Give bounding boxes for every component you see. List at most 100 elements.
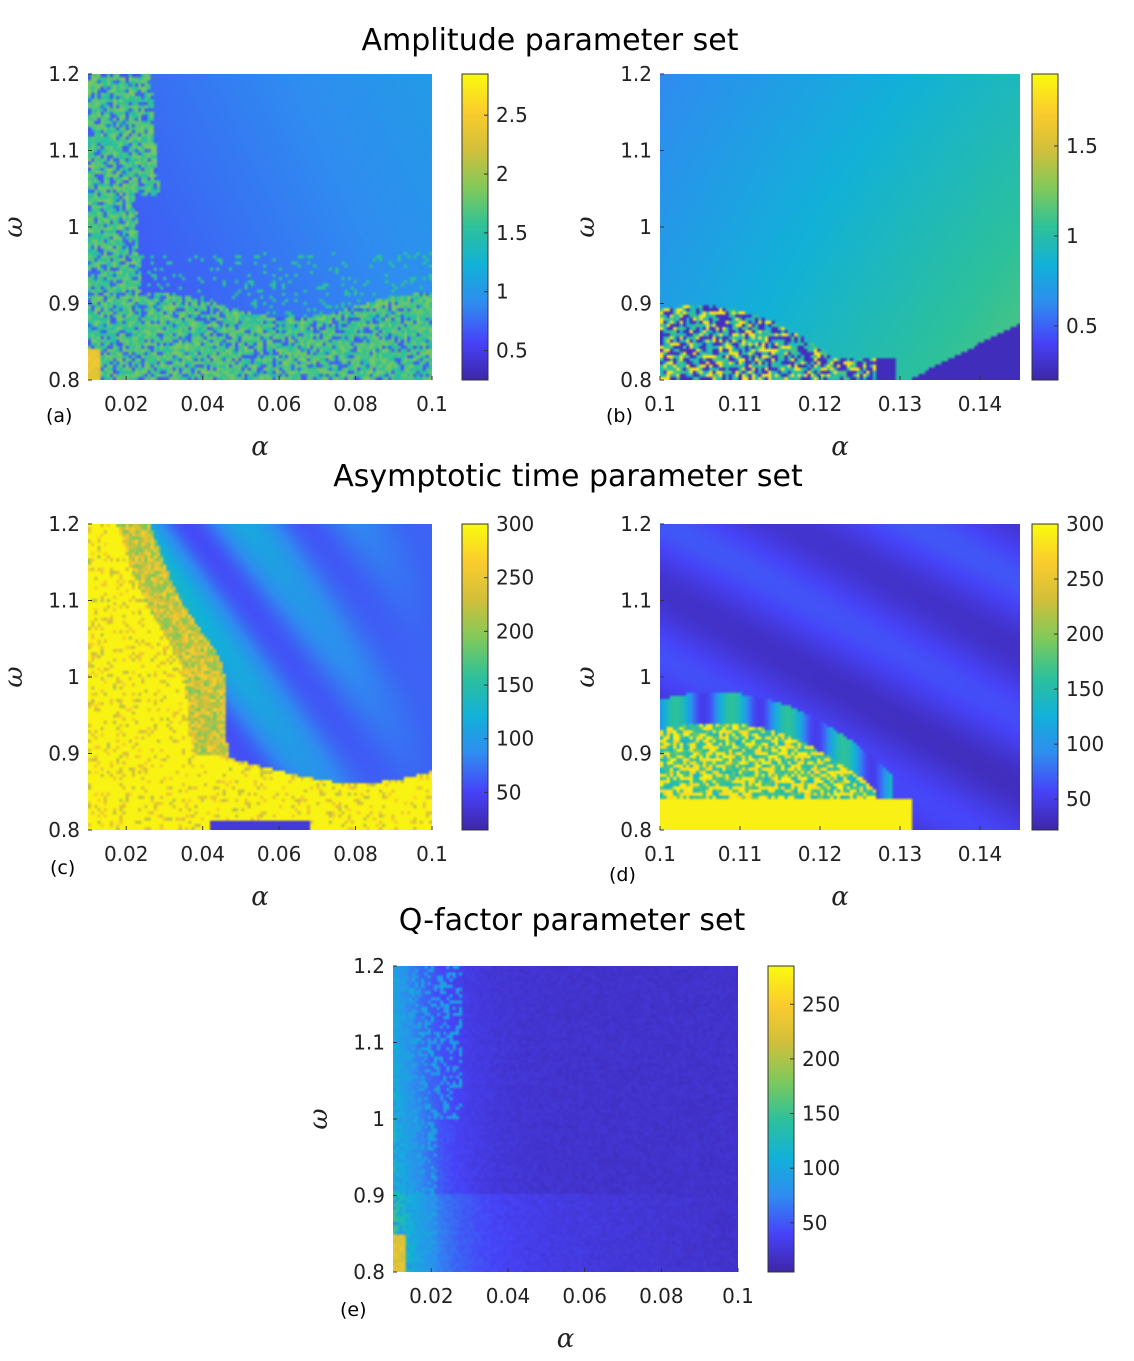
panel-b: 0.1 0.11 0.12 0.13 0.14 0.8 0.9 1 1.1 1.2 α ω (b) 0.5… bbox=[571, 62, 1098, 462]
x-tick-label: 0.1 bbox=[644, 842, 676, 866]
colorbar-tick-label: 50 bbox=[496, 780, 521, 804]
x-tick-label: 0.06 bbox=[257, 842, 302, 866]
x-tick-label: 0.08 bbox=[333, 392, 378, 416]
panel-tag: (c) bbox=[50, 857, 75, 879]
colorbar-tick-label: 50 bbox=[1066, 787, 1091, 811]
x-axis-label: α bbox=[251, 882, 269, 912]
y-tick-label: 1 bbox=[639, 215, 652, 239]
panel-a: 0.02 0.04 0.06 0.08 0.1 0.8 0.9 1 1.1 1.2 α ω (a) 0.5… bbox=[0, 62, 528, 462]
colorbar-tick-label: 250 bbox=[802, 992, 840, 1016]
x-tick-label: 0.14 bbox=[958, 392, 1003, 416]
y-tick-label: 0.8 bbox=[48, 818, 80, 842]
y-tick-label: 0.8 bbox=[620, 818, 652, 842]
colorbar-tick-label: 0.5 bbox=[1066, 314, 1098, 338]
panel-d: 0.1 0.11 0.12 0.13 0.14 0.8 0.9 1 1.1 1.2 α ω (d) 50 1… bbox=[571, 512, 1104, 912]
y-tick-label: 0.9 bbox=[48, 292, 80, 316]
x-tick-label: 0.1 bbox=[644, 392, 676, 416]
y-tick-label: 1.1 bbox=[620, 139, 652, 163]
y-tick-label: 1.2 bbox=[620, 512, 652, 536]
x-tick-label: 0.13 bbox=[878, 392, 923, 416]
y-tick-label: 1 bbox=[67, 665, 80, 689]
y-axis-label: ω bbox=[0, 666, 29, 687]
colorbar-tick-label: 100 bbox=[1066, 732, 1104, 756]
x-tick-label: 0.11 bbox=[718, 392, 763, 416]
colorbar-tick-label: 200 bbox=[496, 619, 534, 643]
y-tick-label: 1.1 bbox=[48, 139, 80, 163]
x-tick-label: 0.06 bbox=[257, 392, 302, 416]
x-tick-label: 0.02 bbox=[104, 842, 149, 866]
y-tick-label: 1.2 bbox=[48, 62, 80, 86]
y-tick-label: 1.1 bbox=[620, 589, 652, 613]
x-tick-label: 0.02 bbox=[104, 392, 149, 416]
colorbar-tick-label: 1 bbox=[1066, 224, 1079, 248]
y-axis-label: ω bbox=[571, 216, 601, 237]
y-axis-label: ω bbox=[0, 216, 29, 237]
y-tick-label: 1.2 bbox=[353, 954, 385, 978]
colorbar-tick-label: 50 bbox=[802, 1211, 827, 1235]
x-tick-label: 0.08 bbox=[639, 1284, 684, 1308]
colorbar-tick-label: 300 bbox=[1066, 512, 1104, 536]
colorbar-tick-label: 100 bbox=[802, 1156, 840, 1180]
colorbar bbox=[1031, 523, 1059, 831]
panel-tag: (e) bbox=[340, 1299, 367, 1321]
y-tick-label: 0.8 bbox=[48, 368, 80, 392]
panel-c: 0.02 0.04 0.06 0.08 0.1 0.8 0.9 1 1.1 1.2 α ω (c) 50 1… bbox=[0, 512, 534, 912]
colorbar-tick-label: 0.5 bbox=[496, 339, 528, 363]
x-tick-label: 0.11 bbox=[718, 842, 763, 866]
x-tick-label: 0.1 bbox=[722, 1284, 754, 1308]
colorbar-tick-label: 200 bbox=[1066, 622, 1104, 646]
y-tick-label: 1.2 bbox=[48, 512, 80, 536]
x-tick-label: 0.04 bbox=[180, 392, 225, 416]
colorbar-tick-label: 1.5 bbox=[1066, 134, 1098, 158]
y-tick-label: 0.8 bbox=[353, 1260, 385, 1284]
x-tick-label: 0.02 bbox=[409, 1284, 454, 1308]
y-tick-label: 0.9 bbox=[620, 292, 652, 316]
heatmap-image bbox=[88, 524, 432, 830]
x-tick-label: 0.04 bbox=[486, 1284, 531, 1308]
colorbar-tick-label: 300 bbox=[496, 512, 534, 536]
colorbar bbox=[461, 523, 489, 831]
y-tick-label: 0.8 bbox=[620, 368, 652, 392]
x-tick-label: 0.06 bbox=[562, 1284, 607, 1308]
colorbar-tick-label: 1.5 bbox=[496, 221, 528, 245]
x-tick-label: 0.1 bbox=[416, 842, 448, 866]
y-tick-label: 0.9 bbox=[48, 742, 80, 766]
x-tick-label: 0.04 bbox=[180, 842, 225, 866]
y-axis-label: ω bbox=[304, 1108, 334, 1129]
colorbar-tick-label: 150 bbox=[1066, 677, 1104, 701]
heatmap-image bbox=[393, 966, 738, 1272]
panels: 0.02 0.04 0.06 0.08 0.10.80.911.11.2αω(a)0.5… bbox=[0, 62, 1104, 1354]
colorbar-tick-label: 100 bbox=[496, 727, 534, 751]
x-tick-label: 0.1 bbox=[416, 392, 448, 416]
colorbar bbox=[1031, 73, 1059, 381]
y-tick-label: 0.9 bbox=[353, 1184, 385, 1208]
section-title-amplitude: Amplitude parameter set bbox=[361, 23, 738, 58]
colorbar-tick-label: 150 bbox=[496, 673, 534, 697]
colorbar-tick-label: 200 bbox=[802, 1047, 840, 1071]
colorbar bbox=[461, 73, 489, 381]
x-axis-label: α bbox=[831, 432, 849, 462]
y-tick-label: 1 bbox=[67, 215, 80, 239]
y-tick-label: 1.1 bbox=[48, 589, 80, 613]
heatmap-image bbox=[88, 74, 432, 380]
heatmap-image bbox=[660, 74, 1020, 380]
colorbar-tick-label: 250 bbox=[1066, 567, 1104, 591]
x-tick-label: 0.13 bbox=[878, 842, 923, 866]
colorbar-tick-label: 1 bbox=[496, 280, 509, 304]
x-tick-label: 0.12 bbox=[798, 392, 843, 416]
panel-tag: (a) bbox=[46, 405, 72, 427]
section-title-asymptotic: Asymptotic time parameter set bbox=[333, 459, 803, 494]
y-tick-label: 1 bbox=[372, 1107, 385, 1131]
y-tick-label: 1 bbox=[639, 665, 652, 689]
panel-e: 0.02 0.04 0.06 0.08 0.1 0.8 0.9 1 1.1 1.2 α ω (e) 50 1… bbox=[304, 954, 840, 1354]
y-axis-label: ω bbox=[571, 666, 601, 687]
x-axis-label: α bbox=[251, 432, 269, 462]
panel-tag: (b) bbox=[606, 405, 633, 427]
x-tick-label: 0.08 bbox=[333, 842, 378, 866]
y-tick-label: 0.9 bbox=[620, 742, 652, 766]
y-tick-label: 1.1 bbox=[353, 1031, 385, 1055]
panel-tag: (d) bbox=[609, 864, 636, 886]
colorbar-tick-label: 2 bbox=[496, 162, 509, 186]
heatmap-image bbox=[660, 524, 1020, 830]
